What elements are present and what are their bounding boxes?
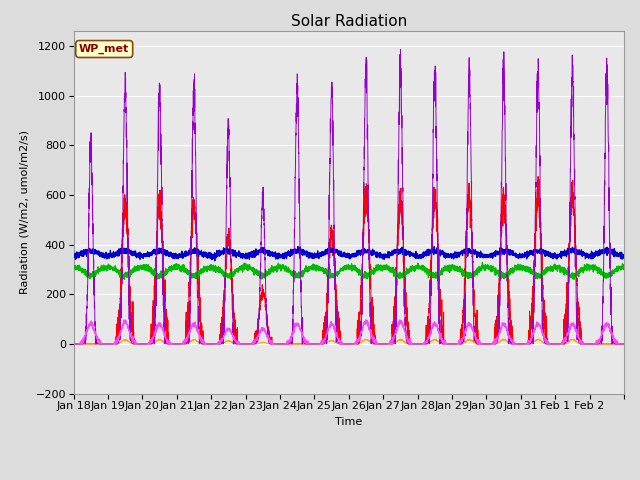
Title: Solar Radiation: Solar Radiation xyxy=(291,13,407,29)
Legend: Shortwave In, Shortwave Out, Longwave In, Longwave Out, PAR in, PAR out: Shortwave In, Shortwave Out, Longwave In… xyxy=(90,479,608,480)
Y-axis label: Radiation (W/m2, umol/m2/s): Radiation (W/m2, umol/m2/s) xyxy=(20,131,30,294)
X-axis label: Time: Time xyxy=(335,417,362,427)
Text: WP_met: WP_met xyxy=(79,44,129,54)
